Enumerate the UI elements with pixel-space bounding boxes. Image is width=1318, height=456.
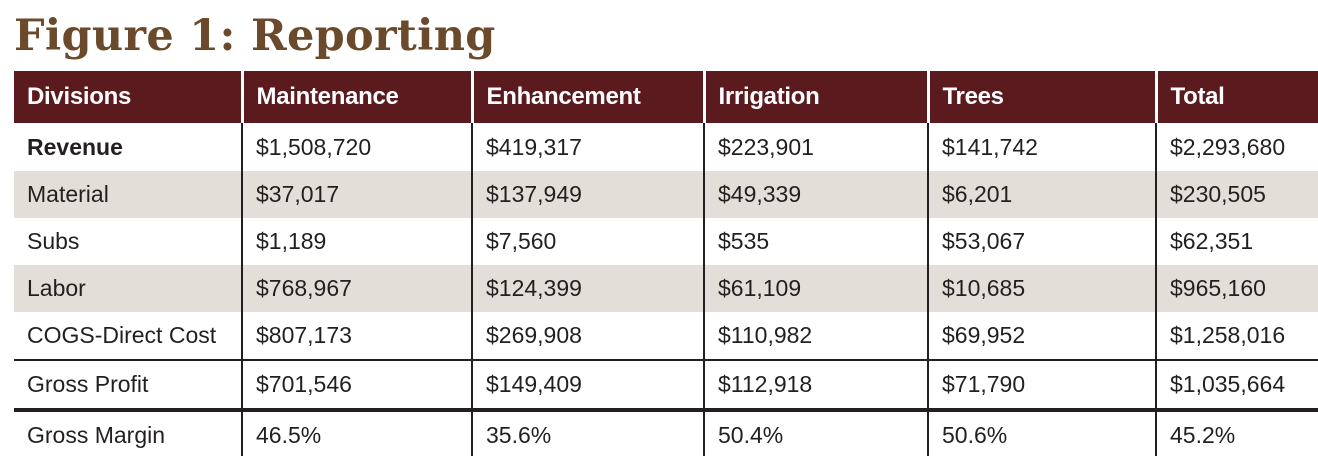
cell-enhancement: $137,949 (471, 171, 704, 218)
cell-enhancement: $124,399 (471, 265, 704, 312)
reporting-table: Divisions Maintenance Enhancement Irriga… (14, 71, 1318, 456)
header-divisions: Divisions (14, 71, 242, 123)
row-label: Material (14, 171, 242, 218)
cell-irrigation: $61,109 (703, 265, 928, 312)
cell-maintenance: $1,189 (241, 218, 472, 265)
row-label: Gross Profit (14, 359, 242, 410)
row-label: Subs (27, 228, 80, 254)
cell-total: $1,035,664 (1155, 359, 1318, 410)
cell-maintenance: $1,508,720 (241, 123, 472, 171)
cell-enhancement: $7,560 (471, 218, 704, 265)
cell-enhancement: $419,317 (471, 123, 704, 171)
table-row-cogs: COGS-Direct Cost $807,173 $269,908 $110,… (14, 312, 1318, 360)
table-row-subs: Subs $1,189 $7,560 $535 $53,067 $62,351 (14, 218, 1318, 265)
header-irrigation: Irrigation (702, 71, 928, 123)
table-row-labor: Labor $768,967 $124,399 $61,109 $10,685 … (14, 265, 1318, 312)
cell-maintenance: $701,546 (241, 359, 472, 410)
table-row-material: Material $37,017 $137,949 $49,339 $6,201… (14, 171, 1318, 218)
table-body: Revenue $1,508,720 $419,317 $223,901 $14… (14, 123, 1318, 456)
header-enhancement: Enhancement (470, 71, 704, 123)
row-label: Revenue (27, 133, 123, 160)
cell-total: $1,258,016 (1155, 312, 1318, 360)
cell-irrigation: $535 (703, 218, 928, 265)
header-trees: Trees (926, 71, 1156, 123)
table-header: Divisions Maintenance Enhancement Irriga… (14, 71, 1318, 123)
header-maintenance: Maintenance (240, 71, 472, 123)
cell-irrigation: 50.4% (703, 408, 928, 456)
cell-trees: $6,201 (927, 171, 1156, 218)
row-label: Gross Margin (14, 408, 242, 456)
cell-total: $230,505 (1155, 171, 1318, 218)
cell-enhancement: $149,409 (471, 359, 704, 410)
cell-total: $2,293,680 (1155, 123, 1318, 171)
header-total: Total (1154, 71, 1318, 123)
cell-irrigation: $49,339 (703, 171, 928, 218)
cell-enhancement: 35.6% (471, 408, 704, 456)
cell-trees: $141,742 (927, 123, 1156, 171)
cell-total: $62,351 (1155, 218, 1318, 265)
row-label: COGS-Direct Cost (27, 322, 217, 348)
cell-maintenance: $37,017 (241, 171, 472, 218)
table-row-gross-profit: Gross Profit $701,546 $149,409 $112,918 … (14, 359, 1318, 410)
cell-maintenance: $768,967 (241, 265, 472, 312)
cell-trees: $71,790 (927, 359, 1156, 410)
row-label: Labor (14, 265, 242, 312)
cell-irrigation: $112,918 (703, 359, 928, 410)
cell-trees: $69,952 (927, 312, 1156, 360)
cell-maintenance: 46.5% (241, 408, 472, 456)
cell-irrigation: $223,901 (703, 123, 928, 171)
header-row: Divisions Maintenance Enhancement Irriga… (14, 71, 1318, 123)
cell-enhancement: $269,908 (471, 312, 704, 360)
cell-trees: $53,067 (927, 218, 1156, 265)
cell-trees: 50.6% (927, 408, 1156, 456)
cell-maintenance: $807,173 (241, 312, 472, 360)
table-row-revenue: Revenue $1,508,720 $419,317 $223,901 $14… (14, 123, 1318, 171)
figure-title: Figure 1: Reporting (14, 11, 496, 61)
table-row-gross-margin: Gross Margin 46.5% 35.6% 50.4% 50.6% 45.… (14, 408, 1318, 456)
cell-total: 45.2% (1155, 408, 1318, 456)
cell-trees: $10,685 (927, 265, 1156, 312)
cell-total: $965,160 (1155, 265, 1318, 312)
cell-irrigation: $110,982 (703, 312, 928, 360)
